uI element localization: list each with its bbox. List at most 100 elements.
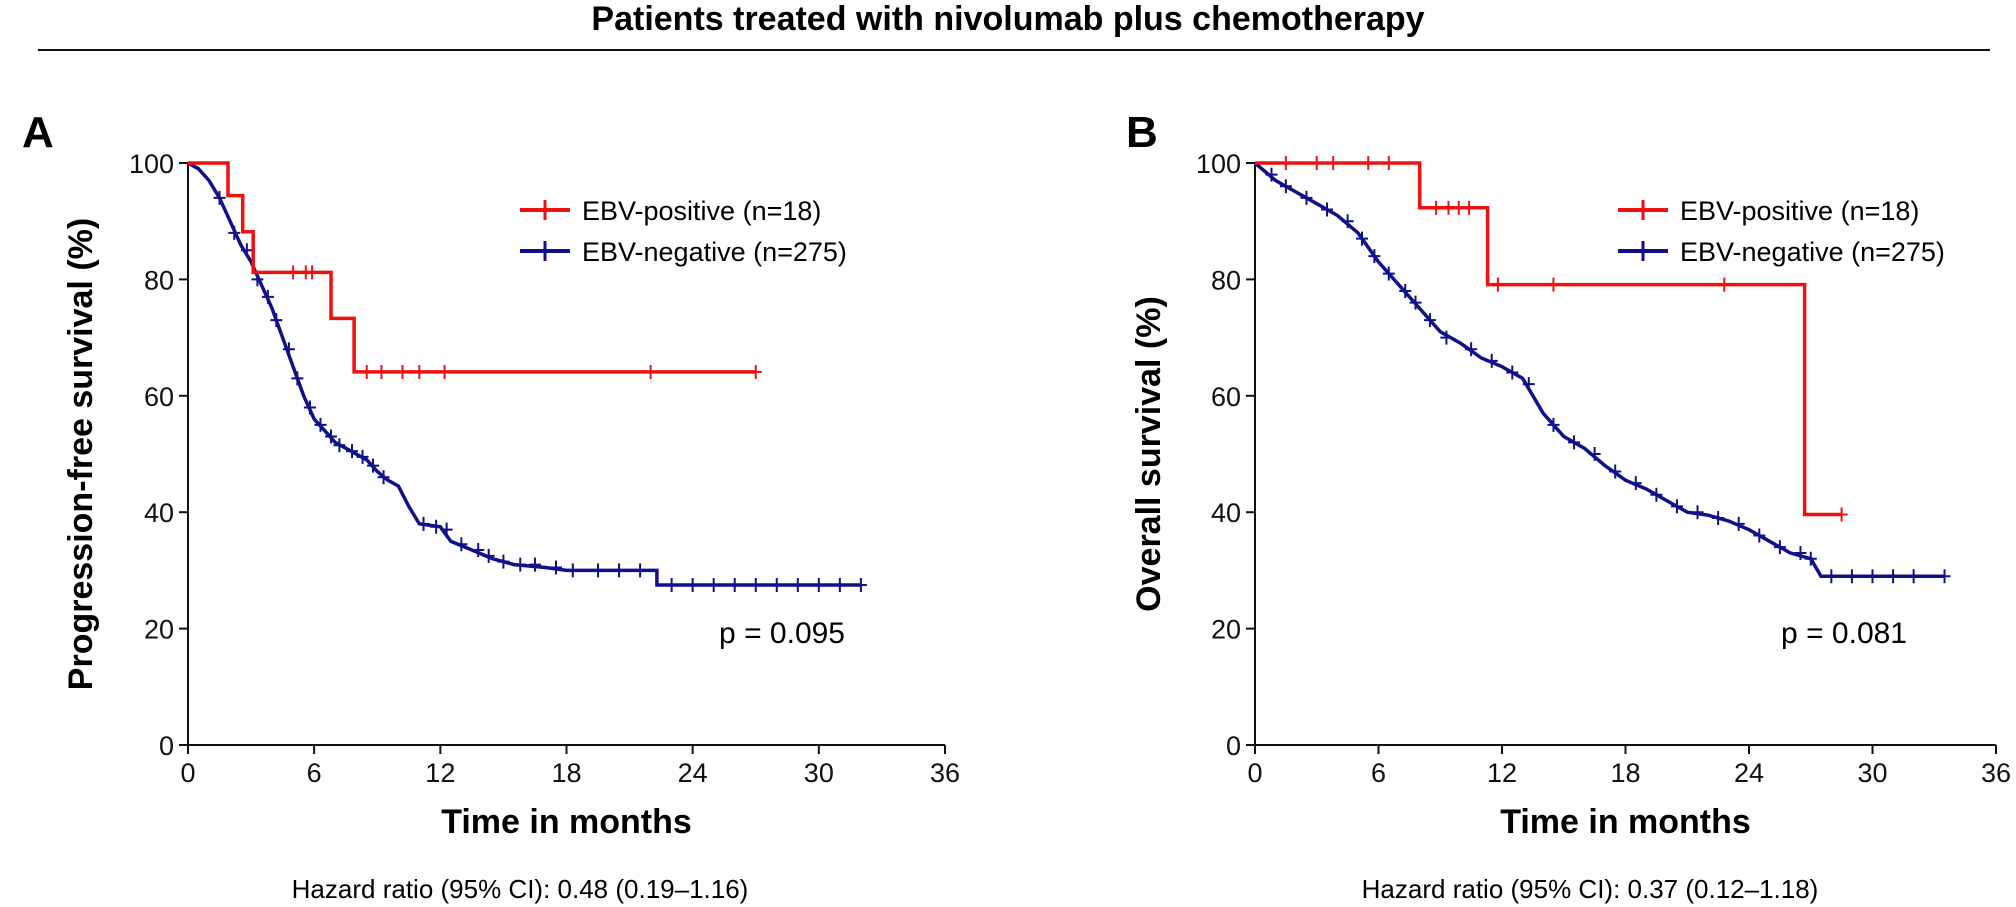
y-tick-label: 40 (1211, 498, 1241, 528)
censor-mark (417, 516, 430, 531)
censor-mark (346, 444, 359, 459)
censor-mark (472, 543, 485, 558)
censor-mark (240, 243, 253, 258)
x-tick-label: 30 (1857, 758, 1887, 788)
censor-mark (303, 400, 316, 415)
censor-mark (1310, 156, 1323, 170)
censor-mark (228, 225, 241, 240)
x-axis-label: Time in months (1500, 803, 1751, 841)
y-tick-label: 60 (1211, 382, 1241, 412)
censor-mark (482, 548, 495, 563)
censor-mark (1430, 200, 1443, 215)
censor-mark (1547, 277, 1560, 292)
censor-mark (413, 364, 426, 379)
censor-mark (1588, 447, 1601, 461)
censor-mark (1321, 202, 1334, 217)
censor-mark (430, 519, 443, 534)
hazard-ratio: Hazard ratio (95% CI): 0.37 (0.12–1.18) (1362, 874, 1819, 904)
censor-mark (282, 342, 295, 357)
censor-mark (306, 265, 319, 280)
censor-mark (1382, 156, 1395, 170)
censor-mark (1300, 190, 1313, 205)
censor-mark (438, 364, 451, 379)
censor-mark (1368, 249, 1381, 264)
x-tick-label: 36 (1981, 758, 2011, 788)
censor-mark (270, 313, 283, 328)
legend-label: EBV-positive (n=18) (1680, 196, 1919, 226)
survival-curve (188, 161, 756, 374)
censor-mark (1835, 507, 1848, 522)
censor-mark (1356, 231, 1369, 246)
censor-mark (1866, 569, 1879, 584)
y-tick-label: 80 (1211, 265, 1241, 295)
censor-mark (251, 272, 264, 287)
y-tick-label: 20 (1211, 615, 1241, 645)
censor-mark (1732, 516, 1745, 531)
censor-mark (1265, 167, 1278, 182)
censor-mark (1463, 200, 1476, 215)
censor-mark (497, 554, 510, 569)
x-tick-label: 12 (1487, 758, 1517, 788)
censor-mark (1670, 499, 1683, 514)
p-value: p = 0.081 (1781, 617, 1907, 650)
censor-mark (592, 563, 605, 578)
censor-mark (1440, 330, 1453, 345)
censor-mark (1804, 551, 1817, 566)
censor-mark (1887, 569, 1900, 584)
censor-mark (749, 364, 762, 379)
x-tick-label: 36 (930, 758, 960, 788)
hazard-ratio: Hazard ratio (95% CI): 0.48 (0.19–1.16) (292, 874, 749, 904)
y-tick-label: 40 (144, 498, 174, 528)
y-tick-label: 20 (144, 615, 174, 645)
censor-mark (1547, 417, 1560, 432)
censor-mark (1327, 156, 1340, 170)
censor-mark (1629, 476, 1642, 491)
panel-b: B 0 20 40 60 80 100 0 6 12 18 24 30 36 Time in months O… (1126, 108, 2011, 904)
censor-mark (1399, 284, 1412, 299)
y-axis-label: Progression-free survival (%) (62, 218, 100, 690)
panel-a: A 0 20 40 60 80 100 0 6 12 18 24 30 36 Time in months P… (22, 108, 960, 904)
censor-mark (440, 522, 453, 537)
censor-mark (1609, 464, 1622, 479)
censor-mark (213, 190, 226, 205)
survival-curve (1255, 161, 1842, 517)
y-tick-label: 100 (1196, 149, 1241, 179)
x-tick-label: 24 (1734, 758, 1764, 788)
censor-mark (360, 364, 373, 379)
censor-mark (1773, 540, 1786, 555)
censor-mark (396, 364, 409, 379)
censor-mark (1794, 545, 1807, 560)
x-axis-label: Time in months (441, 803, 692, 841)
y-tick-label: 0 (1226, 731, 1241, 761)
legend-label: EBV-negative (n=275) (582, 237, 847, 267)
censor-mark (314, 417, 327, 432)
censor-mark (749, 577, 762, 592)
censor-mark (833, 577, 846, 592)
censor-mark (566, 563, 579, 578)
x-tick-label: 18 (551, 758, 581, 788)
censor-mark (1279, 156, 1292, 170)
censor-mark (1938, 569, 1951, 584)
censor-mark (528, 557, 541, 572)
censor-mark (1907, 569, 1920, 584)
censor-mark (549, 560, 562, 575)
censor-mark (665, 577, 678, 592)
censor-mark (455, 537, 468, 552)
censor-mark (1465, 342, 1478, 357)
censor-mark (1491, 277, 1504, 292)
survival-curve (187, 161, 861, 587)
y-axis-label: Overall survival (%) (1130, 296, 1168, 612)
y-tick-label: 0 (159, 731, 174, 761)
x-tick-label: 18 (1610, 758, 1640, 788)
x-tick-label: 30 (804, 758, 834, 788)
censor-mark (1452, 200, 1465, 215)
panel-letter: B (1126, 108, 1158, 157)
y-tick-label: 60 (144, 382, 174, 412)
censor-mark (1362, 156, 1375, 170)
x-tick-label: 12 (425, 758, 455, 788)
censor-mark (514, 557, 527, 572)
censor-mark (812, 577, 825, 592)
censor-mark (356, 449, 369, 464)
censor-mark (728, 577, 741, 592)
